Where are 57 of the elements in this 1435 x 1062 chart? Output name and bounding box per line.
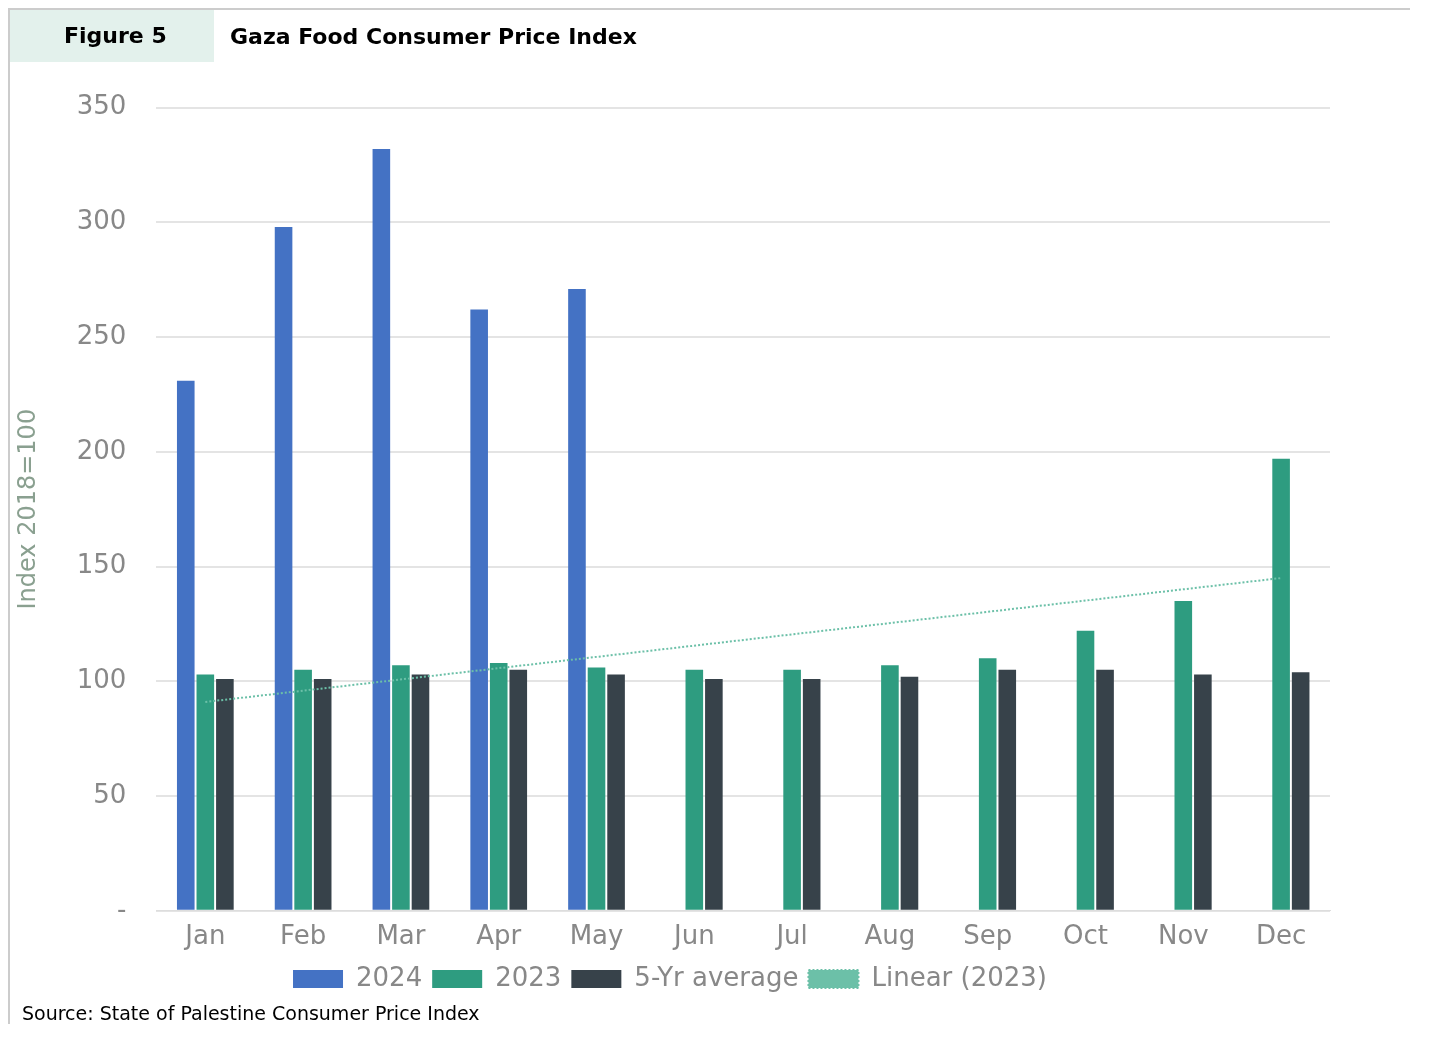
x-tick-label: May — [569, 920, 624, 951]
y-tick-label: 300 — [76, 205, 127, 236]
bar — [372, 148, 391, 910]
x-tick-label: Jun — [672, 920, 715, 951]
x-tick-label: Feb — [280, 920, 327, 951]
legend-label: 2023 — [495, 961, 562, 992]
bar — [705, 679, 723, 910]
y-tick-label: 250 — [76, 319, 127, 350]
bar — [802, 679, 821, 910]
bar — [1076, 630, 1095, 910]
x-tick-label: Jul — [774, 920, 808, 951]
bar — [392, 665, 410, 910]
y-tick-label: 50 — [93, 778, 127, 809]
bar — [176, 380, 195, 910]
bar — [411, 674, 430, 910]
y-tick-label: 200 — [76, 434, 127, 465]
x-tick-label: Mar — [376, 920, 426, 951]
bar — [1096, 669, 1114, 910]
y-tick-label: 100 — [76, 664, 127, 695]
bar — [998, 669, 1017, 910]
bar — [489, 662, 508, 910]
legend-label: 5-Yr average — [634, 961, 799, 992]
source-note: Source: State of Palestine Consumer Price Index — [21, 1002, 481, 1024]
bar — [1291, 672, 1310, 910]
bar — [313, 679, 332, 910]
bar — [568, 288, 586, 910]
bar — [470, 309, 488, 910]
caption: Figure 5 — [10, 10, 214, 62]
bar — [783, 669, 801, 910]
bar — [274, 226, 293, 910]
chart-title: Gaza Food Consumer Price Index — [229, 23, 637, 49]
y-axis-title: Index 2018=100 — [12, 408, 41, 610]
bar — [587, 667, 606, 910]
bar — [978, 658, 997, 910]
y-tick-label: - — [117, 893, 127, 924]
bar — [509, 669, 528, 910]
bar — [216, 679, 234, 910]
x-tick-label: Oct — [1063, 920, 1108, 951]
bar — [196, 674, 215, 910]
legend-label: 2024 — [356, 961, 423, 992]
y-tick-label: 150 — [76, 549, 127, 580]
x-tick-label: Aug — [864, 920, 916, 951]
x-tick-label: Dec — [1255, 920, 1307, 951]
x-tick-label: Jan — [183, 920, 226, 951]
legend-label: Linear (2023) — [871, 961, 1047, 992]
bar — [607, 674, 625, 910]
x-tick-label: Sep — [963, 920, 1013, 951]
bar — [900, 676, 919, 910]
bar — [1194, 674, 1212, 910]
x-tick-label: Apr — [476, 920, 522, 951]
x-tick-label: Nov — [1157, 920, 1209, 951]
bar — [1272, 458, 1290, 910]
bar — [294, 669, 312, 910]
bar — [1174, 600, 1193, 910]
y-tick-label: 350 — [76, 90, 127, 121]
bar — [881, 665, 899, 910]
bar — [685, 669, 704, 910]
